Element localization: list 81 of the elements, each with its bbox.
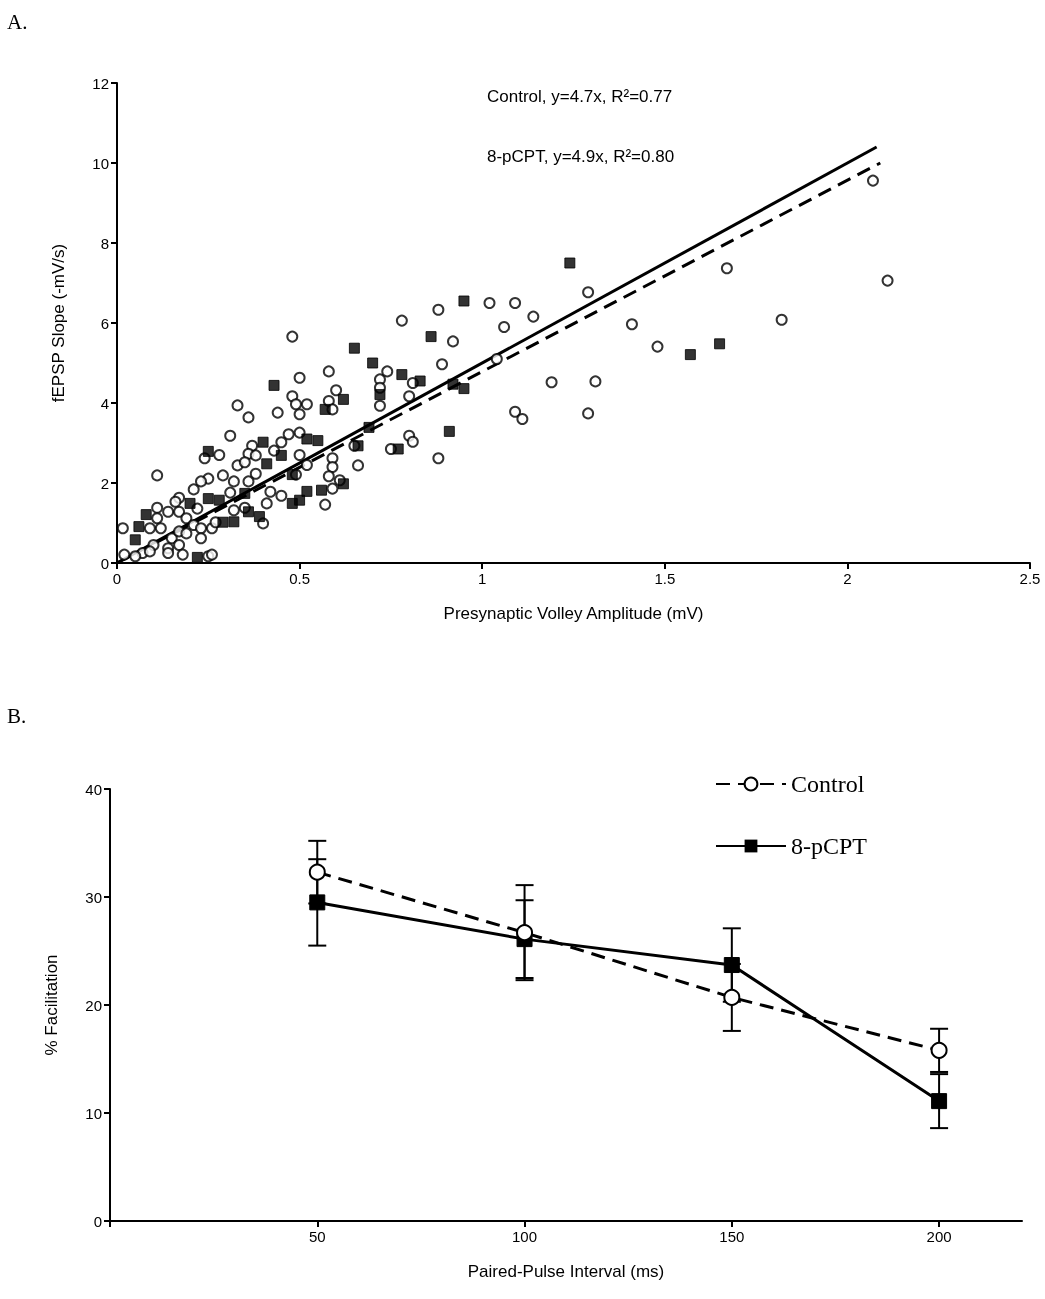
point (228, 516, 240, 528)
x-tick-label: 150 (719, 1228, 745, 1245)
point (352, 440, 364, 452)
point (309, 894, 326, 911)
point (268, 379, 280, 391)
point (312, 435, 324, 447)
y-tick-label: 10 (85, 1104, 102, 1122)
point (516, 924, 534, 942)
point (275, 449, 287, 461)
y-tick-label: 12 (92, 74, 109, 92)
annotation: 8-pCPT, y=4.9x, R²=0.80 (487, 147, 675, 166)
legend-label: Control (790, 771, 865, 797)
point (458, 383, 470, 395)
point (242, 506, 254, 518)
point (301, 485, 313, 497)
point (253, 511, 265, 523)
y-tick-label: 8 (100, 234, 109, 252)
x-tick-label: 2.5 (1019, 570, 1041, 587)
point (308, 863, 326, 881)
point (257, 436, 269, 448)
point (458, 295, 470, 307)
x-tick-label: 50 (308, 1228, 326, 1245)
y-tick-label: 2 (100, 474, 109, 492)
x-axis-title: Paired-Pulse Interval (ms) (467, 1262, 665, 1281)
point (261, 458, 273, 470)
point (319, 403, 331, 415)
y-tick-label: 20 (85, 996, 102, 1014)
point (140, 509, 152, 521)
point (425, 331, 437, 343)
x-tick-label: 0 (112, 570, 122, 587)
x-axis-title: Presynaptic Volley Amplitude (mV) (443, 604, 704, 623)
y-tick-label: 10 (92, 154, 109, 172)
annotation: Control, y=4.7x, R²=0.77 (487, 87, 673, 106)
y-tick-label: 30 (85, 888, 102, 906)
y-tick-label: 4 (100, 394, 109, 412)
point (392, 443, 404, 455)
point (443, 425, 455, 437)
x-tick-label: 0.5 (289, 570, 311, 587)
point (239, 487, 251, 499)
point (337, 478, 349, 490)
point (316, 484, 328, 496)
point (374, 389, 386, 401)
x-tick-label: 1 (478, 570, 487, 587)
y-tick-label: 0 (100, 554, 109, 572)
point (714, 338, 726, 350)
point (723, 988, 741, 1006)
point (414, 375, 426, 387)
point (301, 433, 313, 445)
point (202, 493, 214, 505)
point (286, 497, 298, 509)
point (363, 421, 375, 433)
point (286, 469, 298, 481)
chart-title: B. (7, 703, 27, 728)
point (684, 349, 696, 361)
point (213, 494, 225, 506)
point (133, 521, 145, 533)
point (367, 357, 379, 369)
point (129, 534, 141, 546)
point (447, 378, 459, 390)
y-axis-title: fEPSP Slope (-mV/s) (49, 243, 68, 403)
point (930, 1041, 948, 1059)
x-tick-label: 2 (843, 570, 852, 587)
point (184, 497, 196, 509)
x-tick-label: 100 (512, 1228, 538, 1245)
x-tick-label: 1.5 (654, 570, 676, 587)
y-tick-label: 40 (85, 780, 102, 798)
chart-title: A. (7, 9, 28, 34)
y-tick-label: 0 (93, 1212, 102, 1230)
point (396, 369, 408, 381)
y-tick-label: 6 (100, 314, 109, 332)
point (217, 516, 229, 528)
x-tick-label: 200 (926, 1228, 952, 1245)
point (202, 445, 214, 457)
point (931, 1093, 948, 1110)
point (337, 393, 349, 405)
legend-label: 8-pCPT (790, 833, 868, 859)
point (191, 551, 203, 563)
y-axis-title: % Facilitation (42, 954, 61, 1056)
point (564, 257, 576, 269)
point (723, 957, 740, 974)
point (348, 342, 360, 354)
